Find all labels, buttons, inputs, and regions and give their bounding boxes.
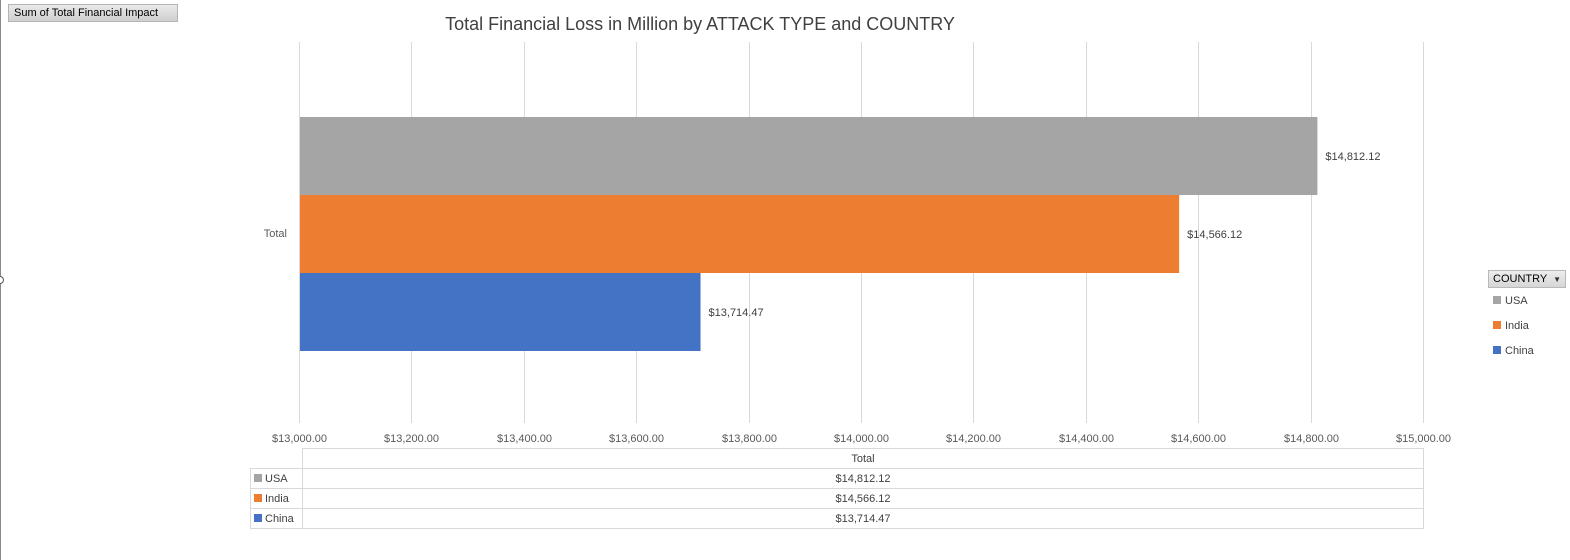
- legend-item-usa: USA: [1493, 294, 1528, 308]
- x-tick-label: $15,000.00: [1396, 433, 1451, 445]
- data-table-swatch-china: [254, 513, 262, 522]
- legend-item-india: India: [1493, 319, 1529, 333]
- data-table-swatch-usa: [254, 473, 262, 482]
- x-tick-label: $13,200.00: [384, 433, 439, 445]
- x-tick-label: $13,800.00: [722, 433, 777, 445]
- data-label-china: $13,714.47: [709, 307, 764, 319]
- bar-china: [299, 273, 701, 351]
- legend-label-usa: USA: [1505, 295, 1528, 307]
- data-table-value-usa: $14,812.12: [302, 468, 1424, 489]
- legend-swatch-usa: [1493, 296, 1501, 304]
- data-table-key-india: India: [250, 488, 303, 509]
- data-table-label-china: China: [265, 512, 294, 525]
- data-label-india: $14,566.12: [1187, 229, 1242, 241]
- x-tick-label: $14,000.00: [834, 433, 889, 445]
- x-tick-label: $14,400.00: [1059, 433, 1114, 445]
- legend-label-china: China: [1505, 345, 1534, 357]
- data-table-value-india: $14,566.12: [302, 488, 1424, 509]
- chevron-down-icon: ▼: [1553, 275, 1561, 284]
- chart-title: Total Financial Loss in Million by ATTAC…: [445, 14, 955, 34]
- bar-india: [299, 195, 1180, 273]
- data-table-swatch-india: [254, 493, 262, 502]
- x-tick-label: $14,600.00: [1171, 433, 1226, 445]
- data-table-row: India $14,566.12: [250, 488, 1424, 509]
- x-tick-label: $13,600.00: [609, 433, 664, 445]
- x-tick-label: $13,400.00: [497, 433, 552, 445]
- value-field-button[interactable]: Sum of Total Financial Impact: [8, 4, 178, 22]
- country-filter-button[interactable]: COUNTRY ▼: [1488, 270, 1566, 288]
- data-table-row: USA $14,812.12: [250, 468, 1424, 489]
- data-table-row: China $13,714.47: [250, 508, 1424, 529]
- category-label: Total: [264, 228, 287, 240]
- chart-data-table: Total USA $14,812.12 India $14,566.12 Ch…: [250, 448, 1424, 529]
- legend-swatch-china: [1493, 346, 1501, 354]
- x-tick-label: $14,200.00: [946, 433, 1001, 445]
- data-table-key-usa: USA: [250, 468, 303, 489]
- data-table-header: Total: [302, 448, 1424, 469]
- bar-usa: [299, 117, 1318, 195]
- data-table-value-china: $13,714.47: [302, 508, 1424, 529]
- data-table-label-india: India: [265, 492, 289, 505]
- legend-swatch-india: [1493, 321, 1501, 329]
- data-table-label-usa: USA: [265, 472, 288, 485]
- x-tick-label: $13,000.00: [272, 433, 327, 445]
- country-filter-label: COUNTRY: [1493, 273, 1548, 285]
- bar-chart-plot: $13,000.00 $13,200.00 $13,400.00 $13,600.00…: [264, 42, 1451, 445]
- data-label-usa: $14,812.12: [1325, 151, 1380, 163]
- data-table-header-row: Total: [250, 448, 1424, 469]
- data-table-corner: [250, 448, 303, 469]
- legend-item-china: China: [1493, 344, 1534, 358]
- x-tick-label: $14,800.00: [1284, 433, 1339, 445]
- legend-label-india: India: [1505, 320, 1529, 332]
- data-table-key-china: China: [250, 508, 303, 529]
